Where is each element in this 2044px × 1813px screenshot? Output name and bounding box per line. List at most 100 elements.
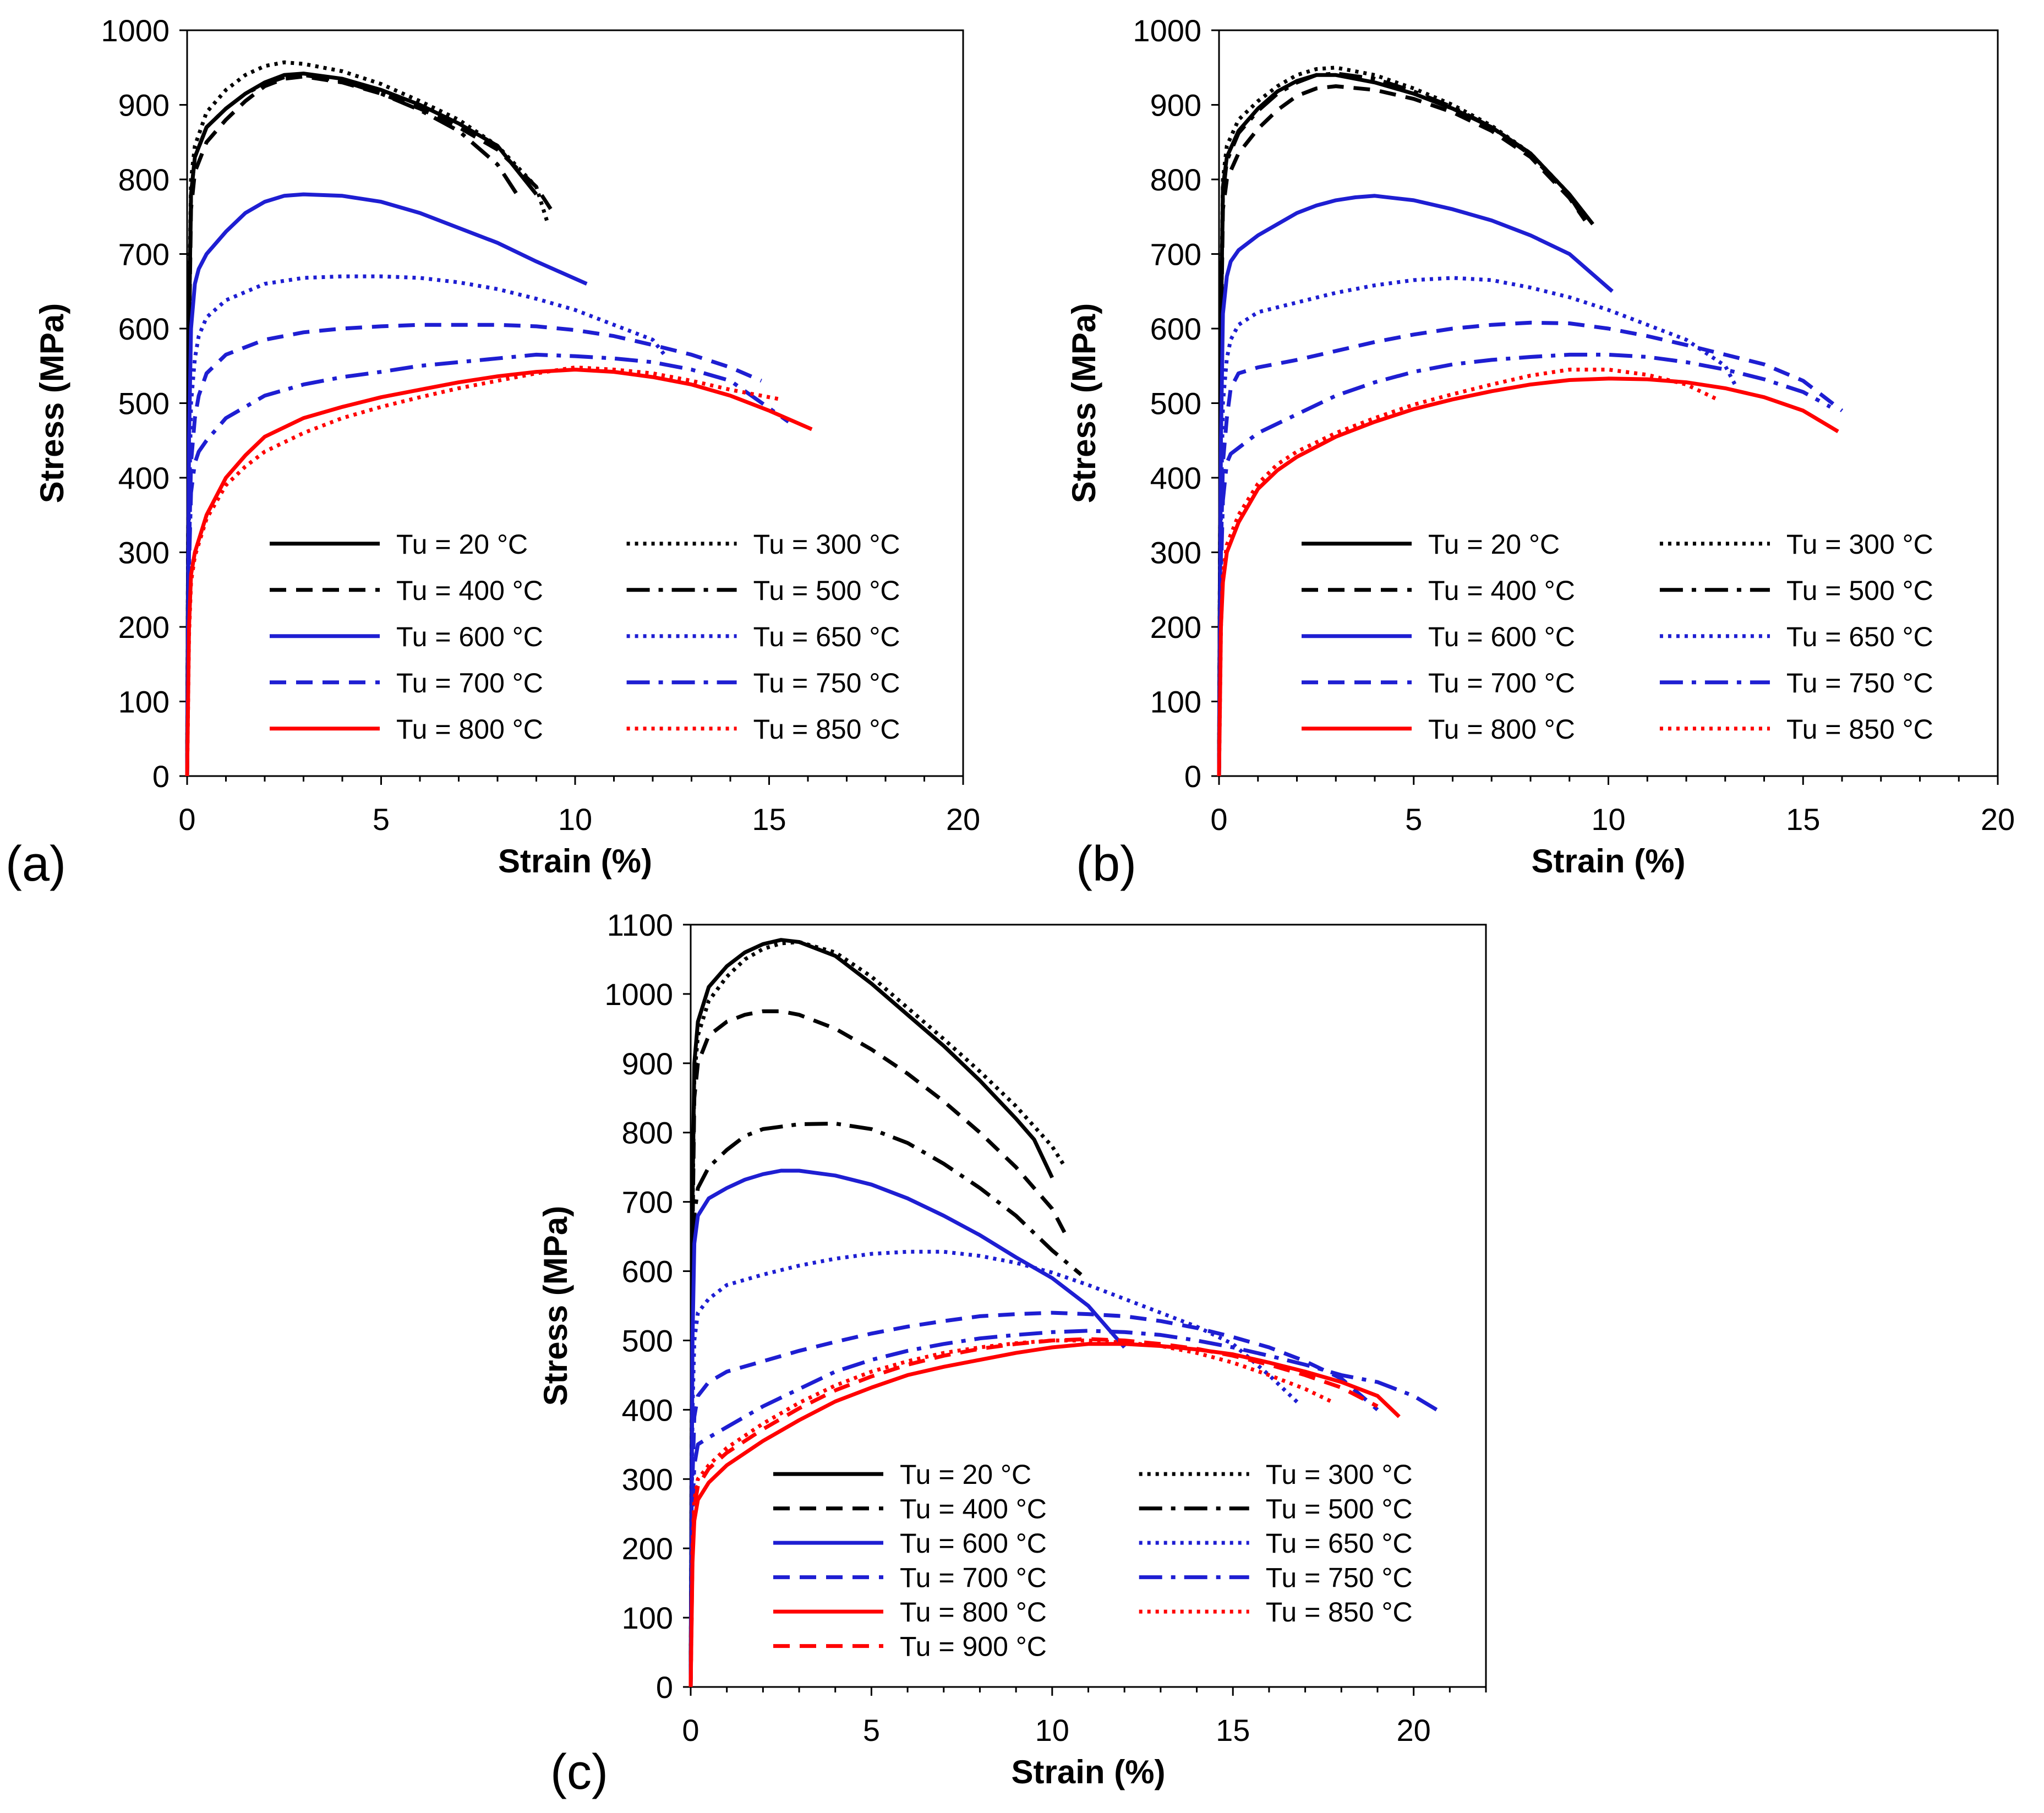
- legend-label: Tu = 700 °C: [1428, 668, 1575, 698]
- y-tick-label: 500: [118, 386, 170, 421]
- series-line: [185, 192, 588, 777]
- y-tick-label: 800: [622, 1116, 673, 1150]
- series-line: [185, 73, 519, 777]
- series-line: [1217, 72, 1587, 777]
- legend-label: Tu = 650 °C: [1786, 621, 1933, 652]
- series-line: [688, 1168, 1126, 1688]
- x-tick-label: 5: [1405, 802, 1422, 837]
- x-tick-label: 5: [373, 802, 390, 837]
- series-line: [1217, 368, 1719, 777]
- y-tick-label: 900: [118, 88, 170, 123]
- series-line: [185, 352, 790, 777]
- legend-label: Tu = 600 °C: [1428, 621, 1575, 652]
- series-line: [688, 1009, 1069, 1688]
- series-line: [688, 1342, 1401, 1688]
- y-tick-label: 400: [1150, 461, 1201, 495]
- y-tick-label: 0: [152, 759, 170, 794]
- series-line: [688, 1329, 1444, 1688]
- series-line: [1217, 84, 1587, 777]
- x-tick-label: 15: [1786, 802, 1820, 837]
- x-axis-title: Strain (%): [1011, 1754, 1165, 1790]
- legend-label: Tu = 800 °C: [1428, 714, 1575, 745]
- panel-label: (a): [6, 837, 66, 892]
- panel-label: (c): [550, 1745, 608, 1800]
- legend-label: Tu = 850 °C: [1266, 1597, 1413, 1628]
- legend-label: Tu = 800 °C: [396, 714, 543, 745]
- series-line: [1217, 276, 1739, 777]
- y-axis-title: Stress (MPa): [34, 303, 70, 503]
- y-tick-label: 400: [622, 1392, 673, 1427]
- y-tick-label: 100: [1150, 685, 1201, 719]
- chart-panel-b: 0 100 200 300 400 500 600 700 800 900 1000 0 5 10 15 20…: [1065, 13, 2015, 892]
- y-tick-label: 500: [1150, 386, 1201, 421]
- series-line: [185, 274, 666, 777]
- legend-label: Tu = 500 °C: [1786, 575, 1933, 606]
- legend-label: Tu = 650 °C: [1266, 1528, 1413, 1559]
- y-tick-label: 0: [1184, 759, 1201, 794]
- y-tick-label: 700: [622, 1185, 673, 1220]
- legend-label: Tu = 300 °C: [753, 529, 900, 560]
- legend-label: Tu = 400 °C: [900, 1494, 1047, 1525]
- legend-label: Tu = 600 °C: [396, 621, 543, 652]
- chart-panel-a: 0 100 200 300 400 500 600 700 800 900 1000 0 5 10 15 20…: [6, 13, 980, 892]
- series-line: [1217, 65, 1587, 777]
- y-tick-label: 1000: [1133, 13, 1201, 48]
- x-tick-label: 5: [863, 1713, 880, 1748]
- legend-label: Tu = 20 °C: [1428, 529, 1560, 560]
- legend-label: Tu = 300 °C: [1266, 1459, 1413, 1490]
- y-tick-label: 1100: [607, 908, 673, 942]
- y-tick-label: 1000: [101, 13, 170, 48]
- chart-panel-c: 0 100 200 300 400 500 600 700 800 900 1000 1100 0 5 10…: [537, 908, 1487, 1800]
- y-tick-label: 800: [118, 162, 170, 197]
- y-tick-label: 200: [1150, 610, 1201, 645]
- series-line: [1217, 194, 1614, 777]
- y-tick-label: 700: [1150, 237, 1201, 272]
- x-tick-label: 0: [178, 802, 195, 837]
- legend-label: Tu = 800 °C: [900, 1597, 1047, 1628]
- series-line: [185, 60, 550, 777]
- legend-label: Tu = 20 °C: [396, 529, 528, 560]
- series-line: [688, 1310, 1379, 1688]
- legend-label: Tu = 700 °C: [396, 668, 543, 698]
- legend-label: Tu = 300 °C: [1786, 529, 1933, 560]
- y-tick-label: 900: [1150, 88, 1201, 123]
- legend-label: Tu = 600 °C: [900, 1528, 1047, 1559]
- series-line: [688, 1337, 1379, 1688]
- legend-label: Tu = 900 °C: [900, 1631, 1047, 1662]
- series-line: [1217, 320, 1844, 777]
- legend-label: Tu = 500 °C: [753, 575, 900, 606]
- series-line: [185, 368, 813, 777]
- series-line: [688, 940, 1065, 1688]
- legend-label: Tu = 500 °C: [1266, 1494, 1413, 1525]
- series-line: [688, 938, 1054, 1688]
- x-axis-title: Strain (%): [498, 843, 652, 880]
- x-axis-title: Strain (%): [1531, 843, 1685, 880]
- y-tick-label: 300: [1150, 536, 1201, 570]
- series-line: [1217, 376, 1839, 777]
- x-tick-label: 20: [946, 802, 980, 837]
- y-tick-label: 300: [118, 536, 170, 570]
- x-tick-label: 10: [1591, 802, 1625, 837]
- y-axis-title: Stress (MPa): [537, 1206, 574, 1406]
- x-tick-label: 20: [1396, 1713, 1430, 1748]
- legend-label: Tu = 750 °C: [1786, 668, 1933, 698]
- y-tick-label: 700: [118, 237, 170, 272]
- legend-label: Tu = 850 °C: [1786, 714, 1933, 745]
- x-tick-label: 10: [1035, 1713, 1069, 1748]
- y-tick-label: 300: [622, 1462, 673, 1497]
- legend-label: Tu = 850 °C: [753, 714, 900, 745]
- series-line: [688, 1339, 1335, 1688]
- legend-label: Tu = 700 °C: [900, 1563, 1047, 1593]
- legend-label: Tu = 400 °C: [1428, 575, 1575, 606]
- legend-label: Tu = 650 °C: [753, 621, 900, 652]
- y-tick-label: 600: [1150, 312, 1201, 346]
- y-tick-label: 600: [622, 1254, 673, 1289]
- legend-label: Tu = 750 °C: [753, 668, 900, 698]
- y-axis-title: Stress (MPa): [1065, 303, 1102, 503]
- legend-label: Tu = 750 °C: [1266, 1563, 1413, 1593]
- y-tick-label: 400: [118, 461, 170, 495]
- y-tick-label: 100: [622, 1601, 673, 1635]
- x-tick-label: 0: [682, 1713, 699, 1748]
- x-tick-label: 10: [558, 802, 592, 837]
